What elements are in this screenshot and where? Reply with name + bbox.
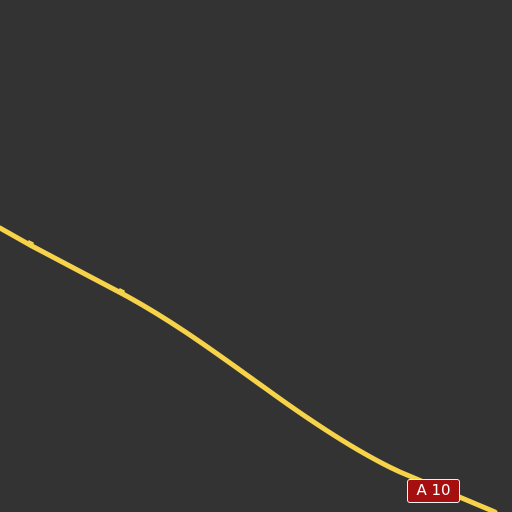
road-shield-a10[interactable]: A 10	[407, 479, 460, 503]
motorway-line	[0, 225, 498, 512]
road-junction-marker	[25, 239, 35, 249]
road-junction-marker	[116, 287, 126, 297]
